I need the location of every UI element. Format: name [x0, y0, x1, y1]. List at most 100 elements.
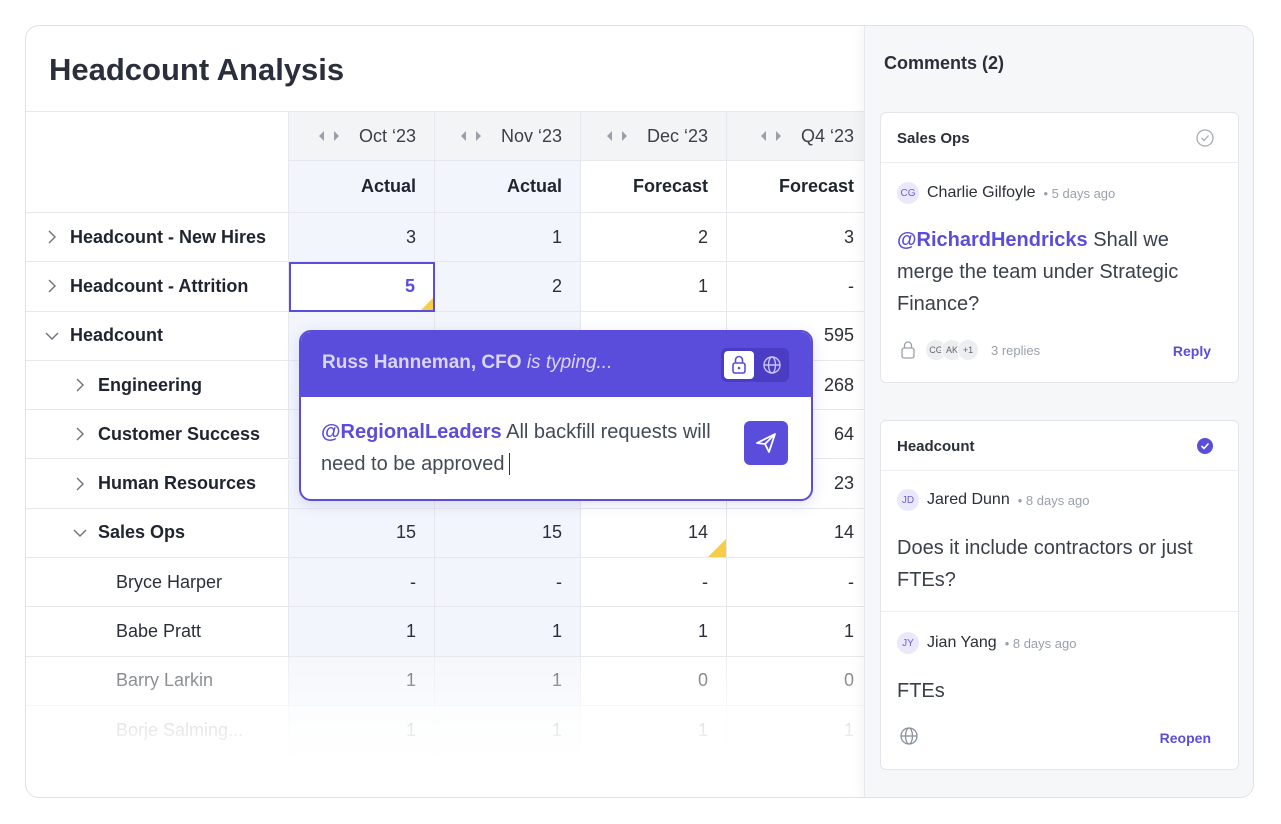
label: Human Resources: [98, 473, 257, 494]
author: Jian Yang: [927, 634, 997, 651]
cell: 5: [289, 262, 435, 312]
author: Charlie Gilfoyle: [927, 184, 1036, 201]
divider: [881, 470, 1238, 471]
cell: 1: [581, 262, 727, 312]
message-text: Shall we merge the team under Strategic …: [897, 229, 1179, 315]
label: Headcount - Attrition: [70, 275, 249, 296]
expander[interactable]: [72, 476, 88, 492]
expander[interactable]: [44, 278, 60, 294]
replies[interactable]: 3 replies: [991, 342, 1041, 358]
fade: [26, 656, 864, 797]
cell: 14: [581, 508, 727, 559]
period-header: Oct ‘23: [289, 112, 435, 161]
header-blank: [26, 112, 289, 213]
send-button[interactable]: [744, 421, 788, 465]
cell: 1: [727, 607, 873, 657]
shift-arrows[interactable]: [459, 129, 493, 143]
row-label: Engineering: [26, 360, 289, 411]
cell: 1: [581, 607, 727, 657]
cell: 2: [581, 213, 727, 263]
avatar: +1: [957, 339, 979, 361]
time: 5 days ago: [1043, 186, 1116, 201]
cell: 15: [435, 508, 581, 559]
cell: 1: [435, 607, 581, 657]
comment-text: @RichardHendricks Shall we merge the tea…: [897, 224, 1217, 320]
mention: @RegionalLeaders: [321, 421, 502, 443]
label: Engineering: [98, 374, 203, 395]
time: 8 days ago: [1005, 636, 1077, 651]
shift-arrows[interactable]: [759, 129, 793, 143]
row-label: Sales Ops: [26, 508, 289, 559]
caret: ​: [508, 453, 510, 475]
kind-header: Forecast: [727, 161, 873, 213]
cell: -: [289, 558, 435, 608]
cell: -: [727, 262, 873, 312]
period: Dec ‘23: [646, 125, 708, 146]
lock-option[interactable]: [724, 351, 754, 379]
send-icon: [756, 433, 776, 453]
comments-header: Comments (2): [884, 53, 1005, 73]
avatar: JY: [897, 632, 919, 654]
comment-meta: CG Charlie Gilfoyle 5 days ago: [897, 182, 1115, 204]
visibility-toggle[interactable]: [721, 348, 789, 382]
label: Babe Pratt: [116, 621, 202, 642]
kind-header: Actual: [435, 161, 581, 213]
resolved-icon[interactable]: [1194, 435, 1216, 457]
row-label: Headcount - Attrition: [26, 262, 289, 312]
kind-header: Forecast: [581, 161, 727, 213]
typing-message: @RegionalLeaders All backfill requests w…: [321, 416, 721, 480]
row-label: Babe Pratt: [26, 607, 289, 657]
globe-icon: [900, 727, 918, 745]
label: Sales Ops: [98, 522, 186, 543]
row-label: Customer Success: [26, 410, 289, 460]
typing-status: is typing...: [526, 352, 613, 373]
divider: [881, 162, 1238, 163]
shift-arrows[interactable]: [317, 129, 351, 143]
typing-popup: Russ Hanneman, CFO is typing... @Regiona…: [299, 330, 813, 501]
reply-button[interactable]: Reply: [1172, 343, 1211, 359]
comment-flag[interactable]: [708, 539, 726, 558]
cell: 1: [289, 607, 435, 657]
comment-meta: JY Jian Yang 8 days ago: [897, 632, 1076, 654]
title: Headcount Analysis: [49, 52, 345, 87]
shift-arrows[interactable]: [605, 129, 639, 143]
cell: 1: [435, 213, 581, 263]
thread-footer: CG AK +1 3 replies: [899, 339, 1040, 361]
row-label: Headcount: [26, 311, 289, 361]
period: Nov ‘23: [500, 125, 562, 146]
cell: -: [581, 558, 727, 608]
cell: 3: [289, 213, 435, 263]
resolve-icon[interactable]: [1194, 127, 1216, 149]
globe-icon[interactable]: [758, 351, 786, 379]
cell: 15: [289, 508, 435, 559]
avatar-stack: CG AK +1: [925, 339, 979, 361]
reopen-button[interactable]: Reopen: [1159, 730, 1211, 746]
lock-icon: [732, 355, 746, 374]
comment-text: Does it include contractors or just FTEs…: [897, 537, 1193, 591]
expander[interactable]: [72, 525, 88, 541]
cell: 3: [727, 213, 873, 263]
period-header: Q4 ‘23: [727, 112, 873, 161]
comment-flag[interactable]: [421, 297, 433, 310]
period-header: Dec ‘23: [581, 112, 727, 161]
label: Headcount - New Hires: [70, 226, 267, 247]
message-text: All backfill requests will need to be ap…: [321, 421, 711, 475]
kind-header: Actual: [289, 161, 435, 213]
label: Bryce Harper: [116, 571, 223, 592]
avatar: CG: [897, 182, 919, 204]
expander[interactable]: [72, 377, 88, 393]
expander[interactable]: [44, 229, 60, 245]
expander[interactable]: [72, 426, 88, 442]
period: Q4 ‘23: [800, 125, 854, 146]
expander[interactable]: [44, 328, 60, 344]
typing-line: Russ Hanneman, CFO is typing...: [322, 352, 612, 374]
divider: [881, 611, 1238, 612]
row-label: Bryce Harper: [26, 558, 289, 608]
cell: -: [435, 558, 581, 608]
comment-text: FTEs: [897, 680, 945, 702]
row-label: Human Resources: [26, 459, 289, 509]
label: Customer Success: [98, 423, 261, 444]
period-header: Nov ‘23: [435, 112, 581, 161]
cell: 14: [727, 508, 873, 559]
